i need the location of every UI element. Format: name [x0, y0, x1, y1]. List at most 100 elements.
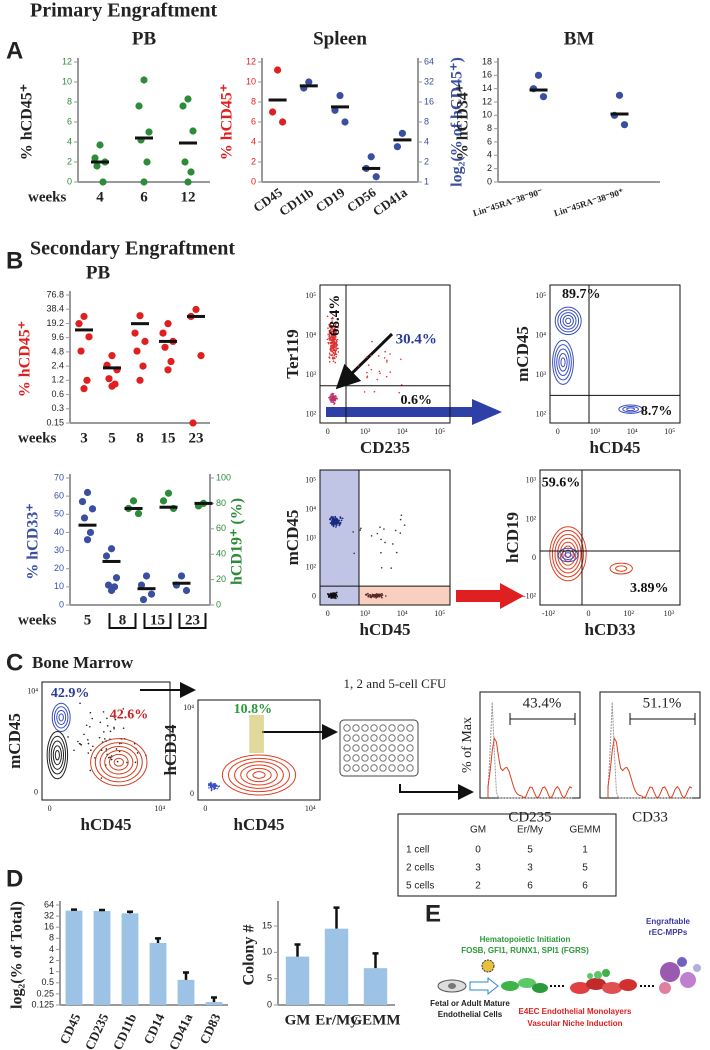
y-tick-label: 8: [49, 933, 54, 943]
y-axis-label: hCD19⁺ (%): [229, 498, 246, 585]
y-tick-label: 10: [482, 110, 492, 120]
event-dot: [360, 527, 362, 530]
x-tick-label: 12: [181, 189, 196, 205]
event-dot: [336, 329, 338, 331]
event-dot: [399, 518, 402, 521]
x-tick-label: CD41a: [166, 1011, 196, 1050]
data-point: [139, 595, 148, 604]
y-tick-label: 70: [54, 472, 64, 482]
event-dot: [331, 517, 333, 520]
event-dot: [332, 522, 335, 525]
contour: [557, 547, 579, 563]
gate-arrow: [326, 399, 502, 425]
data-point: [83, 376, 91, 384]
contour: [51, 702, 71, 733]
event-dot: [328, 337, 330, 340]
y-axis-label: % of Max: [460, 717, 475, 773]
well: [406, 734, 414, 742]
event-dot: [88, 725, 91, 728]
event-dot: [377, 355, 380, 357]
event-dot: [333, 518, 335, 520]
table-row-label: 2 cells: [406, 863, 434, 874]
y-tick-label: 0: [487, 176, 492, 186]
event-dot: [109, 730, 112, 733]
event-dot: [118, 750, 121, 753]
y-tick-label: 80: [216, 498, 226, 508]
x-tick-label: 8: [119, 612, 127, 628]
data-point: [104, 581, 113, 589]
data-point: [184, 95, 192, 103]
event-dot: [330, 596, 333, 599]
chart-title: BM: [564, 28, 595, 49]
event-dot: [383, 357, 386, 359]
data-point: [140, 178, 148, 186]
well: [397, 754, 405, 762]
event-dot: [334, 353, 336, 356]
event-dot: [333, 344, 336, 347]
event-dot: [368, 594, 371, 596]
well: [379, 754, 387, 762]
data-point: [83, 536, 92, 544]
event-dot: [378, 593, 380, 596]
data-point: [143, 158, 151, 166]
event-dot: [328, 339, 331, 341]
event-dot: [328, 325, 331, 328]
diagram-text: Engraftable: [646, 917, 691, 926]
gate-percentage: 8.7%: [641, 404, 673, 419]
x-axis-label: weeks: [18, 612, 56, 628]
data-point: [105, 375, 113, 383]
event-dot: [380, 566, 383, 569]
data-point: [305, 78, 313, 86]
event-dot: [336, 344, 339, 346]
event-dot: [329, 323, 331, 326]
well: [361, 734, 369, 742]
event-dot: [79, 702, 81, 705]
data-point: [534, 71, 543, 79]
event-dot: [334, 361, 337, 364]
event-dot: [373, 390, 376, 393]
event-dot: [366, 376, 368, 379]
median-bar: [194, 501, 213, 505]
event-dot: [332, 352, 335, 354]
table-cell: 5: [582, 863, 588, 874]
event-dot: [103, 731, 105, 733]
y-tick-label: 4: [487, 150, 492, 160]
data-point: [197, 352, 205, 360]
x-tick-label: CD19: [313, 184, 348, 215]
x-tick-label: CD11b: [110, 1011, 140, 1050]
event-dot: [333, 334, 336, 336]
x-tick-label: 10³: [664, 609, 675, 618]
median-bar: [172, 581, 191, 585]
table-body: 1 cell 0 5 1 2 cells 3 3 5 5 cells 2 6 6: [406, 845, 588, 892]
category-bracket: [178, 613, 207, 629]
event-dot: [403, 524, 406, 526]
event-dot: [333, 402, 336, 405]
x-tick-label: CD41a: [370, 184, 410, 219]
y-tick-label: 32: [44, 910, 54, 920]
y-tick-label: 10: [246, 76, 256, 86]
event-dot: [381, 592, 383, 595]
event-dot: [209, 786, 212, 789]
y-tick-label: 2.4: [51, 360, 64, 370]
event-dot: [334, 395, 337, 397]
x-tick-label: 8: [136, 430, 144, 446]
event-dot: [92, 745, 94, 748]
category-bracket: [108, 613, 137, 629]
y-tick-label: 30: [54, 545, 64, 555]
event-dot: [389, 371, 392, 373]
contour: [554, 533, 582, 574]
well: [397, 724, 405, 732]
y-tick-label: 5: [267, 973, 272, 983]
cfu-label: 1, 2 and 5-cell CFU: [344, 676, 448, 691]
well: [370, 744, 378, 752]
event-dot: [371, 594, 374, 597]
data-point: [145, 128, 153, 136]
event-dot: [376, 532, 379, 535]
y-tick-label: 14: [482, 83, 492, 93]
data-point: [80, 312, 88, 321]
event-dot: [330, 515, 333, 518]
event-dot: [379, 526, 381, 528]
y-tick-label: 19.2: [46, 318, 64, 328]
well: [352, 744, 360, 752]
event-dot: [332, 401, 335, 404]
